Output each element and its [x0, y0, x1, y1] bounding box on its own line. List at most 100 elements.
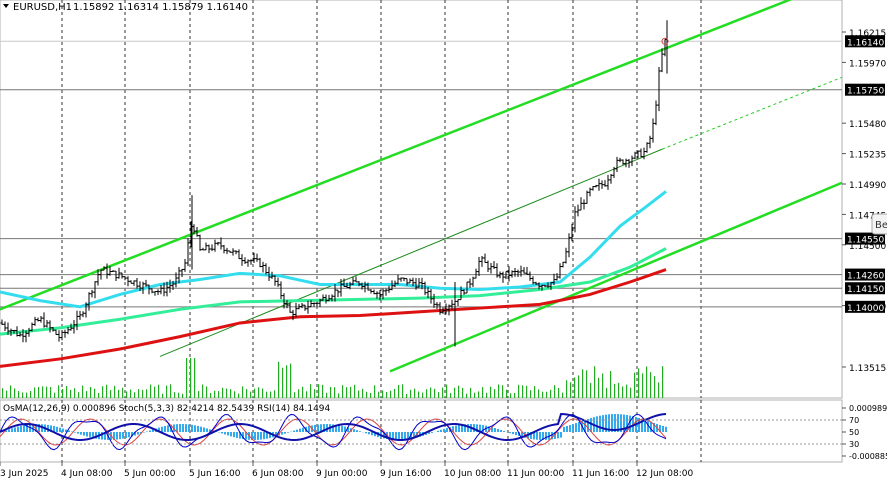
- osma-bar: [401, 432, 403, 440]
- osma-bar: [221, 432, 223, 433]
- osma-bar: [281, 432, 283, 435]
- osma-bar: [200, 427, 202, 432]
- volume-bar: [98, 393, 99, 398]
- osma-bar: [143, 432, 145, 433]
- osma-bar: [167, 425, 169, 432]
- volume-bar: [498, 384, 499, 398]
- osma-bar: [83, 432, 85, 436]
- volume-bar: [218, 391, 219, 398]
- osma-bar: [86, 432, 88, 437]
- osma-bar: [227, 432, 229, 435]
- volume-bar: [250, 392, 251, 398]
- volume-bar: [422, 393, 423, 398]
- osma-bar: [458, 425, 460, 432]
- osma-bar: [359, 431, 361, 432]
- volume-bar: [326, 393, 327, 398]
- price-marker-label: 1.16140: [847, 38, 884, 48]
- osma-bar: [260, 432, 262, 440]
- volume-bar: [126, 391, 127, 398]
- volume-bar: [426, 389, 427, 398]
- volume-bar: [410, 390, 411, 398]
- osma-bar: [257, 432, 259, 440]
- volume-bar: [34, 388, 35, 398]
- volume-bar: [506, 390, 507, 398]
- volume-bar: [198, 391, 199, 398]
- volume-bar: [330, 387, 331, 398]
- osma-bar: [563, 427, 565, 432]
- volume-bar: [350, 387, 351, 398]
- volume-bar: [290, 364, 291, 398]
- volume-bar: [102, 386, 103, 398]
- volume-bar: [74, 388, 75, 398]
- osma-bar: [341, 426, 343, 432]
- volume-bar: [562, 393, 563, 398]
- volume-bar: [222, 388, 223, 398]
- volume-bar: [62, 389, 63, 398]
- time-tick-label: 4 Jun 08:00: [61, 469, 113, 479]
- osma-bar: [23, 425, 25, 432]
- volume-bar: [454, 388, 455, 398]
- osma-bar: [299, 429, 301, 432]
- osma-bar: [230, 432, 232, 436]
- volume-bar: [382, 390, 383, 398]
- osma-bar: [11, 428, 13, 432]
- volume-bar: [354, 385, 355, 398]
- osma-bar: [122, 432, 124, 439]
- osma-bar: [68, 431, 70, 432]
- osma-bar: [515, 432, 517, 435]
- osma-bar: [398, 432, 400, 440]
- volume-bar: [50, 387, 51, 398]
- sub-tick-label: 70: [849, 416, 859, 425]
- volume-bar: [10, 385, 11, 398]
- volume-bar: [586, 370, 587, 398]
- time-tick-label: 9 Jun 16:00: [380, 469, 432, 479]
- volume-bar: [526, 386, 527, 398]
- osma-bar: [443, 429, 445, 432]
- osma-bar: [263, 432, 265, 439]
- time-tick-label: 11 Jun 16:00: [572, 469, 629, 479]
- osma-bar: [146, 431, 148, 432]
- volume-bar: [486, 393, 487, 398]
- volume-bar: [610, 371, 611, 398]
- volume-bar: [162, 394, 163, 398]
- time-tick-label: 12 Jun 08:00: [636, 469, 693, 479]
- volume-bar: [466, 394, 467, 398]
- volume-bar: [418, 392, 419, 398]
- volume-bar: [154, 387, 155, 398]
- price-marker-label: 1.14150: [847, 285, 884, 295]
- osma-bar: [161, 427, 163, 432]
- osma-bar: [557, 432, 559, 438]
- osma-bar: [224, 432, 226, 434]
- osma-bar: [356, 430, 358, 432]
- volume-bar: [470, 388, 471, 398]
- osma-bar: [467, 424, 469, 432]
- volume-bar: [662, 366, 663, 398]
- volume-bar: [302, 387, 303, 398]
- volume-bar: [106, 385, 107, 398]
- osma-bar: [233, 432, 235, 437]
- volume-bar: [146, 389, 147, 398]
- price-tick-label: 1.14990: [849, 181, 886, 191]
- volume-bar: [30, 391, 31, 398]
- volume-bar: [2, 388, 3, 398]
- volume-bar: [318, 384, 319, 398]
- volume-bar: [178, 393, 179, 398]
- osma-bar: [629, 416, 631, 432]
- volume-bar: [446, 385, 447, 398]
- sub-tick-label: 0.000989: [849, 404, 887, 413]
- volume-bar: [226, 389, 227, 398]
- osma-bar: [509, 432, 511, 433]
- osma-bar: [77, 432, 79, 434]
- time-tick-label: 5 Jun 16:00: [189, 469, 241, 479]
- osma-bar: [512, 432, 514, 434]
- price-marker-label: 1.14550: [847, 236, 884, 246]
- osma-bar: [59, 428, 61, 432]
- volume-bar: [182, 394, 183, 398]
- price-axis[interactable]: 1.162151.159701.154801.152351.149901.147…: [842, 29, 886, 374]
- osma-bar: [128, 432, 130, 437]
- main-plot-area[interactable]: [0, 0, 842, 398]
- volume-bar: [322, 385, 323, 398]
